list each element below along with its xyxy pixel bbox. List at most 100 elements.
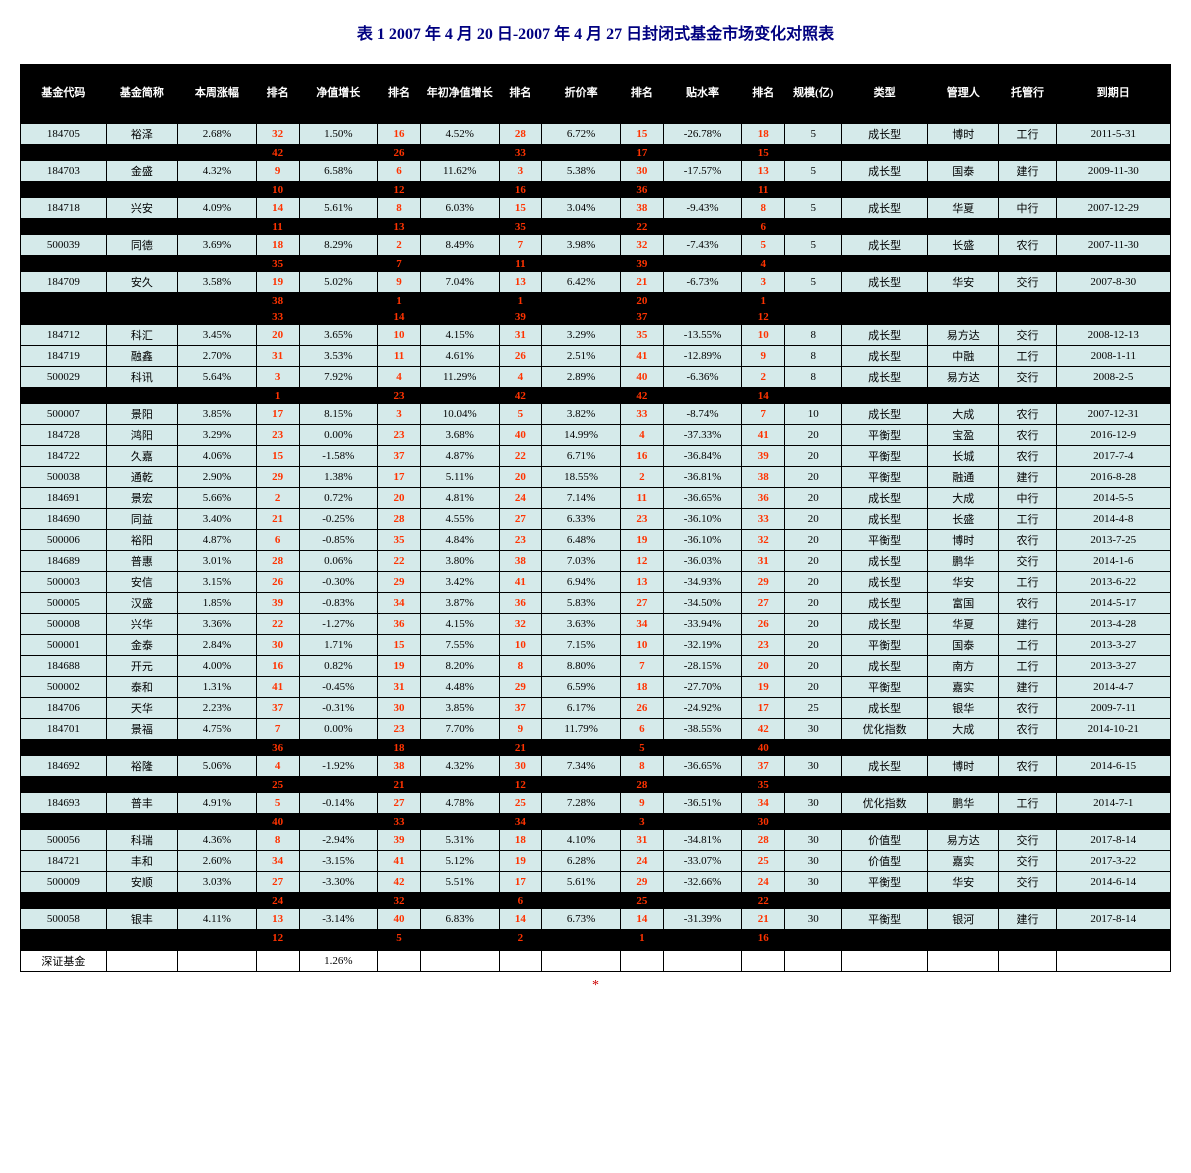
cell — [1056, 145, 1170, 162]
cell: 5.11% — [420, 467, 499, 488]
cell: 博时 — [928, 124, 999, 145]
cell — [1056, 930, 1170, 947]
cell — [178, 893, 257, 910]
cell: -9.43% — [663, 198, 742, 219]
cell: 宝盈 — [928, 425, 999, 446]
footer-cell — [999, 951, 1056, 972]
cell: 景福 — [106, 719, 177, 740]
cell: 14 — [499, 909, 542, 930]
cell: 10 — [620, 635, 663, 656]
cell — [1056, 777, 1170, 794]
cell: 5.61% — [542, 872, 621, 893]
cell: 7.34% — [542, 756, 621, 777]
cell: 华安 — [928, 572, 999, 593]
column-header-r4: 排名 — [620, 65, 663, 120]
cell: 2014-5-5 — [1056, 488, 1170, 509]
cell: 29 — [742, 572, 785, 593]
cell: 2014-4-8 — [1056, 509, 1170, 530]
cell: 20 — [785, 488, 842, 509]
cell — [420, 309, 499, 325]
cell: 35 — [620, 325, 663, 346]
cell: 7 — [742, 404, 785, 425]
cell: 20 — [785, 572, 842, 593]
cell: 7.28% — [542, 793, 621, 814]
cell: 5 — [785, 161, 842, 182]
cell: -38.55% — [663, 719, 742, 740]
cell: -24.92% — [663, 698, 742, 719]
cell: 11.62% — [420, 161, 499, 182]
cell: 16 — [378, 124, 421, 145]
cell: 39 — [742, 446, 785, 467]
cell: -0.30% — [299, 572, 378, 593]
cell: 7 — [499, 235, 542, 256]
cell — [542, 309, 621, 325]
cell: 32 — [256, 124, 299, 145]
cell: 银河 — [928, 909, 999, 930]
cell: 6.72% — [542, 124, 621, 145]
cell: 42 — [256, 145, 299, 162]
cell: 2017-3-22 — [1056, 851, 1170, 872]
cell: 2017-8-14 — [1056, 830, 1170, 851]
cell: 30 — [785, 793, 842, 814]
cell: 21 — [499, 740, 542, 757]
cell: 工行 — [999, 793, 1056, 814]
cell: -8.74% — [663, 404, 742, 425]
cell: 平衡型 — [842, 530, 928, 551]
cell: 27 — [378, 793, 421, 814]
cell — [299, 293, 378, 310]
cell — [785, 219, 842, 236]
cell: 4.10% — [542, 830, 621, 851]
cell: 500029 — [21, 367, 107, 388]
cell: 4.00% — [178, 656, 257, 677]
cell: 11 — [256, 219, 299, 236]
cell: 11 — [378, 346, 421, 367]
cell: -32.66% — [663, 872, 742, 893]
cell: 26 — [256, 572, 299, 593]
cell — [663, 814, 742, 831]
table-row: 3811201 — [21, 293, 1171, 310]
cell: 33 — [620, 404, 663, 425]
cell: 4.52% — [420, 124, 499, 145]
cell: 4.75% — [178, 719, 257, 740]
cell — [542, 388, 621, 405]
footer-cell: 1.26% — [299, 951, 378, 972]
cell: -33.94% — [663, 614, 742, 635]
cell: 博时 — [928, 530, 999, 551]
cell: 40 — [499, 425, 542, 446]
cell: 5.12% — [420, 851, 499, 872]
cell: 安久 — [106, 272, 177, 293]
cell: 2.60% — [178, 851, 257, 872]
table-row: 3314393712 — [21, 309, 1171, 325]
table-row: 184709安久3.58%195.02%97.04%136.42%21-6.73… — [21, 272, 1171, 293]
cell: 3.53% — [299, 346, 378, 367]
footer-cell — [742, 951, 785, 972]
cell — [785, 814, 842, 831]
cell: 银华 — [928, 698, 999, 719]
cell: 42 — [620, 388, 663, 405]
cell: 成长型 — [842, 656, 928, 677]
cell: 184688 — [21, 656, 107, 677]
cell — [842, 256, 928, 273]
cell — [420, 182, 499, 199]
cell: 3.82% — [542, 404, 621, 425]
cell: 2009-11-30 — [1056, 161, 1170, 182]
table-row: 184688开元4.00%160.82%198.20%88.80%7-28.15… — [21, 656, 1171, 677]
cell — [928, 893, 999, 910]
cell: 26 — [742, 614, 785, 635]
cell: 长盛 — [928, 235, 999, 256]
cell — [928, 293, 999, 310]
cell: 4.84% — [420, 530, 499, 551]
cell — [542, 777, 621, 794]
cell: 1 — [256, 388, 299, 405]
cell: -34.50% — [663, 593, 742, 614]
cell — [999, 293, 1056, 310]
cell: 18 — [742, 124, 785, 145]
column-header-date: 到期日 — [1056, 65, 1170, 120]
cell: 成长型 — [842, 325, 928, 346]
cell: 同益 — [106, 509, 177, 530]
footer-cell — [499, 951, 542, 972]
cell — [1056, 219, 1170, 236]
cell: 500002 — [21, 677, 107, 698]
cell: 20 — [785, 614, 842, 635]
cell — [178, 740, 257, 757]
